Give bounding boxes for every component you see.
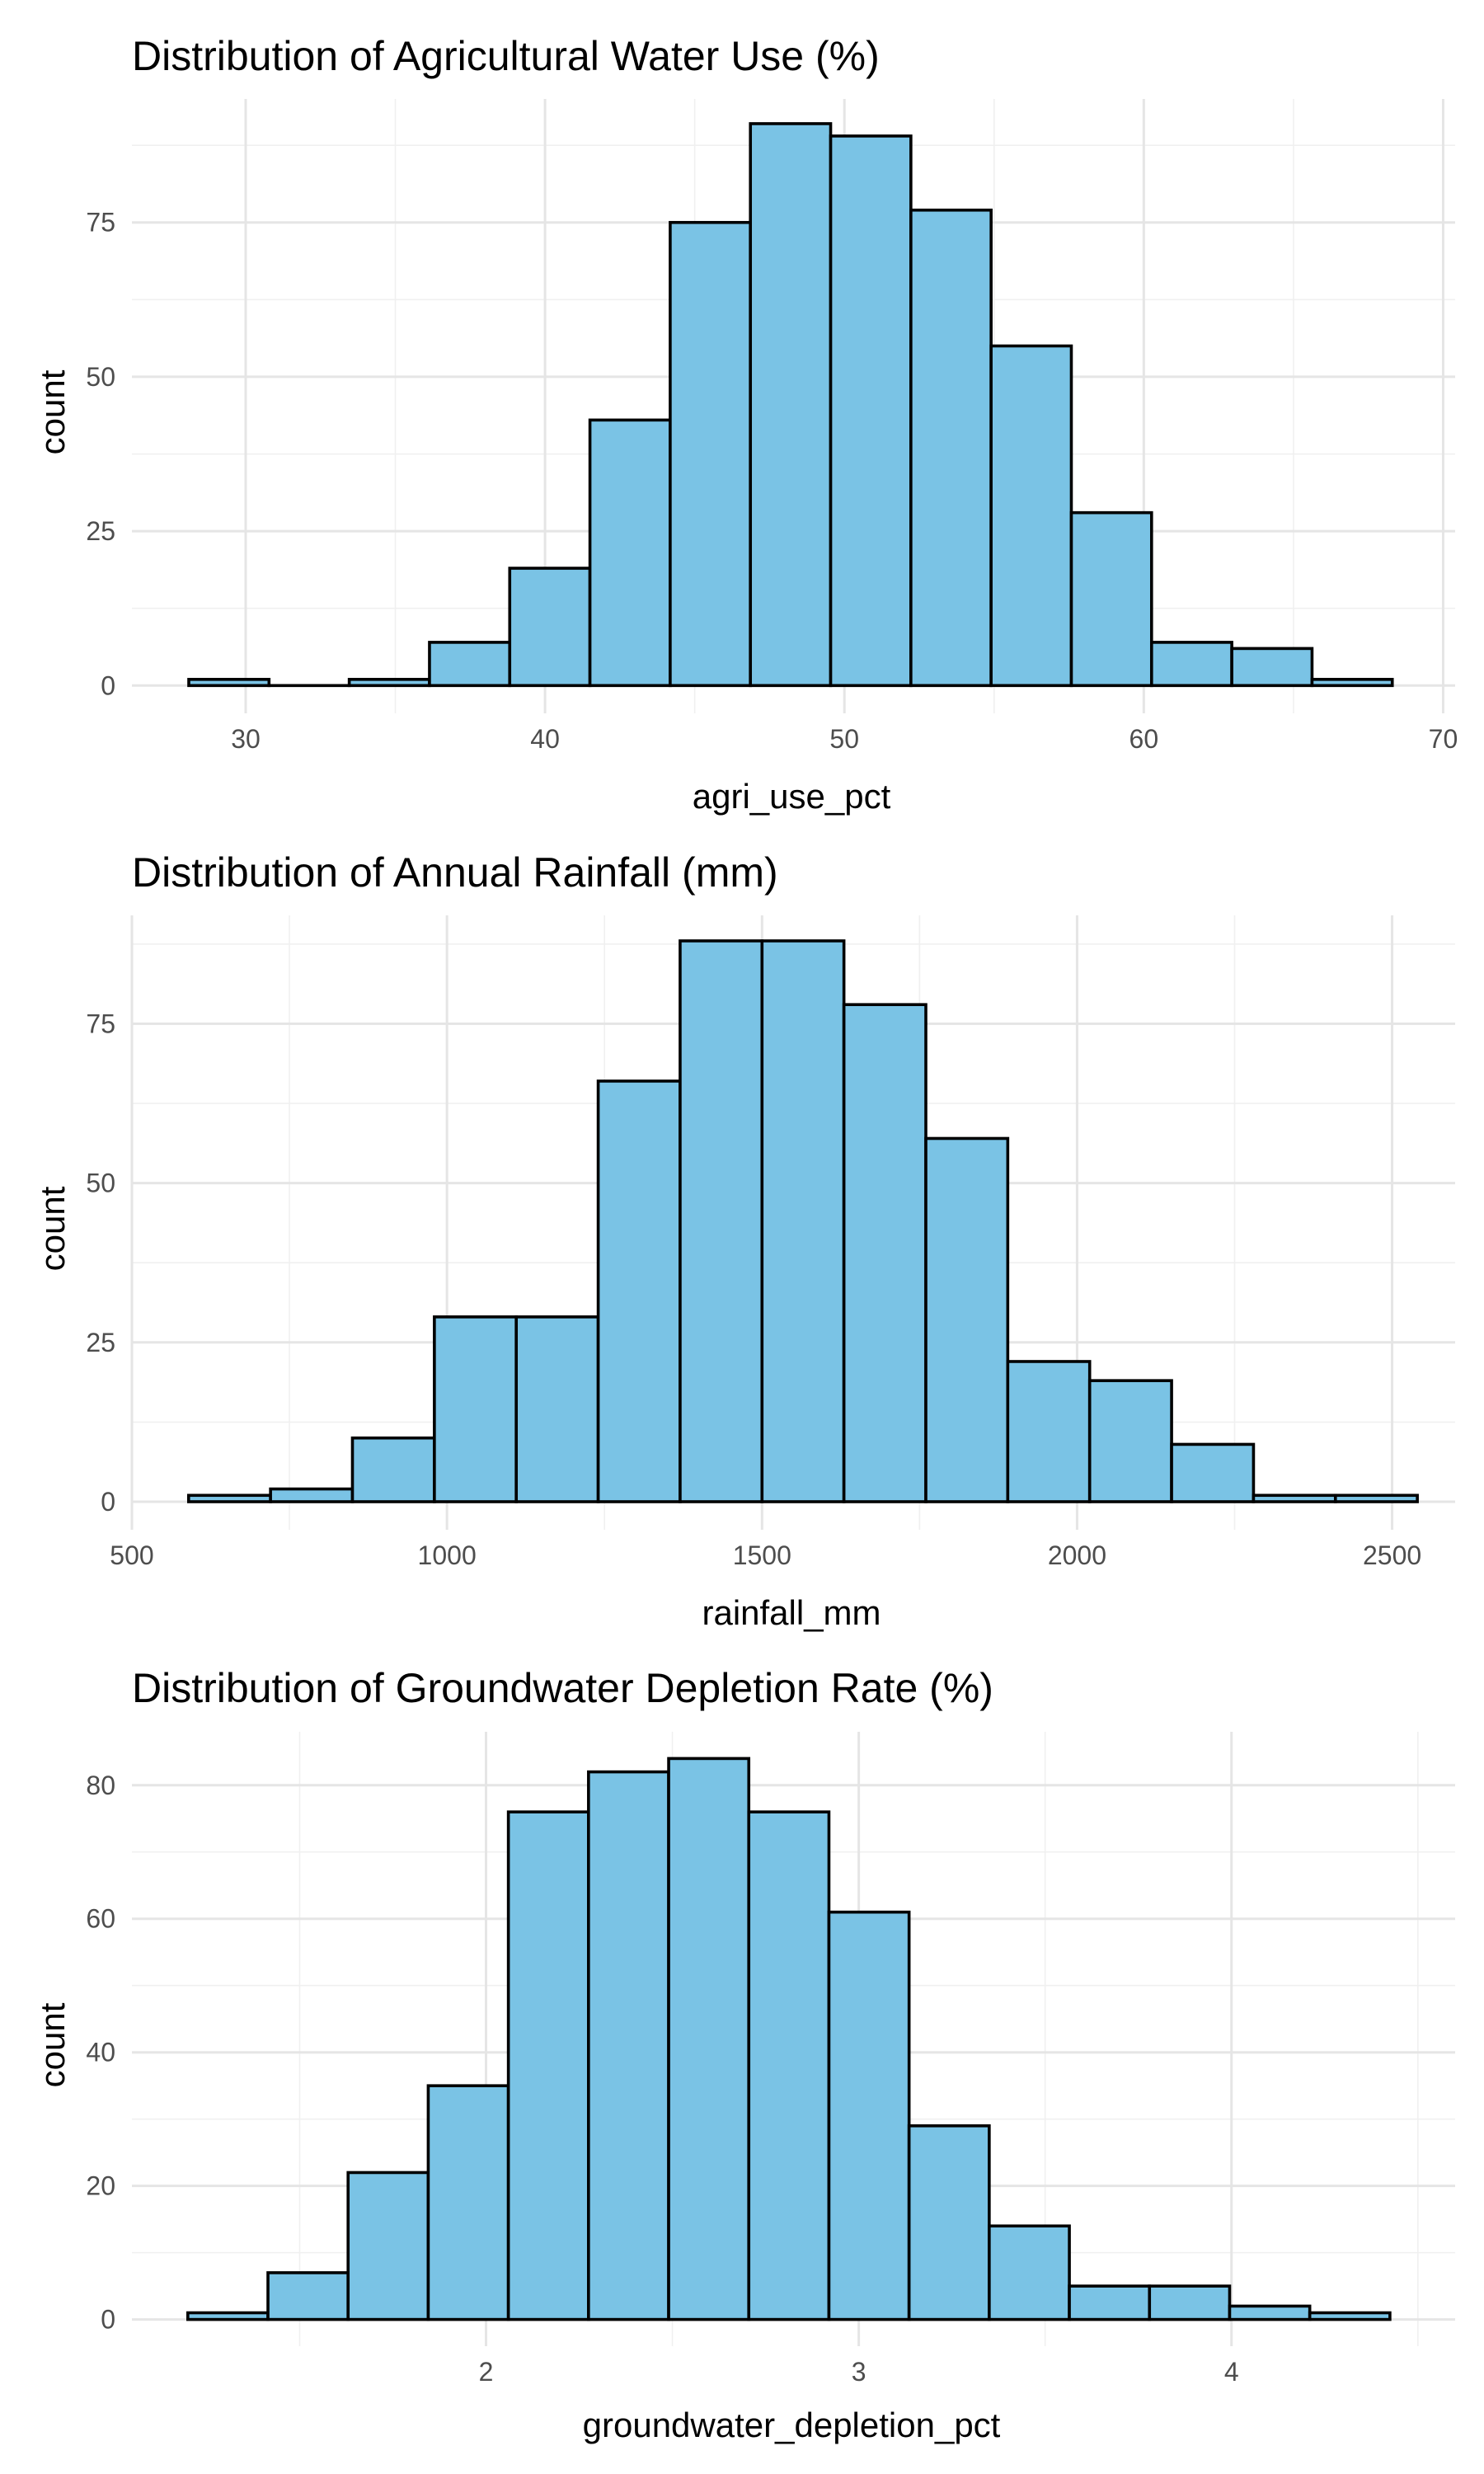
histogram-bar: [829, 134, 913, 688]
x-tick-label: 2: [479, 2357, 494, 2387]
x-axis-title: rainfall_mm: [702, 1593, 881, 1632]
histogram-bar: [347, 678, 431, 688]
bars: [186, 939, 1419, 1503]
y-tick-label: 0: [101, 1487, 115, 1517]
y-tick-label: 50: [86, 1169, 115, 1198]
y-tick-label: 0: [101, 670, 115, 700]
y-tick-label: 80: [86, 1771, 115, 1800]
histogram-bar: [1252, 1493, 1337, 1503]
histogram-bar: [433, 1315, 519, 1503]
bars: [187, 122, 1394, 688]
x-tick-label: 3: [852, 2357, 866, 2387]
histogram-bar: [924, 1136, 1010, 1503]
y-tick-label: 75: [86, 1009, 115, 1038]
histogram-bar: [1230, 647, 1314, 688]
histogram-bar: [909, 208, 993, 688]
histogram-bar: [1006, 1360, 1092, 1503]
histogram-bar: [749, 122, 833, 688]
y-axis-title: count: [33, 1186, 72, 1271]
x-tick-label: 4: [1224, 2357, 1239, 2387]
x-axis-title: agri_use_pct: [693, 777, 891, 816]
histogram-bar: [1308, 2311, 1392, 2321]
y-tick-label: 50: [86, 362, 115, 392]
tick-labels: 500 1000 1500 2000 2500 0 25 50 75: [86, 1009, 1421, 1570]
x-tick-label: 1000: [418, 1540, 477, 1570]
histogram-bar: [1228, 2304, 1312, 2321]
histogram-bar: [508, 567, 592, 688]
histogram-bar: [186, 2311, 270, 2321]
y-tick-label: 25: [86, 516, 115, 546]
panel-agri-use: 30 40 50 60 70 0 25 50 75 Distribution of Agricu…: [33, 33, 1458, 816]
histogram-bar: [842, 1003, 928, 1503]
x-tick-label: 1500: [733, 1540, 791, 1570]
histogram-bar: [1149, 641, 1233, 688]
x-tick-label: 70: [1429, 724, 1458, 754]
chart-title: Distribution of Agricultural Water Use (…: [132, 33, 880, 79]
histogram-bar: [1068, 2284, 1152, 2321]
histogram-bar: [747, 1810, 831, 2321]
histogram-bar: [187, 678, 271, 688]
y-tick-label: 40: [86, 2038, 115, 2067]
histogram-bar: [989, 344, 1073, 688]
panel-rainfall: 500 1000 1500 2000 2500 0 25 50 75 Distribution …: [33, 849, 1455, 1632]
histogram-bar: [346, 2171, 430, 2321]
y-tick-label: 75: [86, 208, 115, 238]
histogram-bar: [506, 1810, 590, 2321]
x-tick-label: 500: [110, 1540, 153, 1570]
y-tick-label: 25: [86, 1328, 115, 1357]
x-axis-title: groundwater_depletion_pct: [583, 2406, 1001, 2444]
histogram-bar: [269, 1487, 355, 1503]
histogram-bar: [1069, 510, 1153, 688]
histogram-bar: [1170, 1442, 1256, 1503]
histogram-bar: [266, 2271, 350, 2321]
bars: [186, 1757, 1392, 2321]
y-tick-label: 60: [86, 1904, 115, 1934]
y-axis-title: count: [33, 2002, 72, 2087]
x-tick-label: 50: [829, 724, 859, 754]
chart-title: Distribution of Groundwater Depletion Ra…: [132, 1665, 993, 1711]
histogram-bar: [679, 939, 764, 1503]
histogram-bar: [827, 1910, 911, 2321]
histogram-bar: [426, 2084, 510, 2321]
histogram-bar: [1310, 678, 1394, 688]
histogram-bar: [588, 418, 672, 688]
x-tick-label: 30: [231, 724, 261, 754]
x-tick-label: 60: [1129, 724, 1159, 754]
histogram-bar: [667, 1757, 751, 2321]
y-axis-title: count: [33, 369, 72, 454]
histogram-bar: [186, 1493, 272, 1503]
histogram-bar: [1148, 2284, 1232, 2321]
histogram-bar: [514, 1315, 600, 1503]
x-tick-label: 2000: [1048, 1540, 1106, 1570]
histogram-bar: [1333, 1493, 1419, 1503]
x-tick-label: 40: [530, 724, 560, 754]
histogram-bar: [988, 2224, 1071, 2321]
y-tick-label: 20: [86, 2171, 115, 2201]
histogram-bar: [1087, 1379, 1173, 1503]
histogram-bar: [428, 641, 512, 688]
histogram-bar: [587, 1770, 670, 2321]
x-tick-label: 2500: [1363, 1540, 1421, 1570]
y-tick-label: 0: [101, 2305, 115, 2335]
histogram-bar: [669, 220, 753, 688]
chart-title: Distribution of Annual Rainfall (mm): [132, 849, 778, 896]
histogram-bar: [907, 2124, 991, 2321]
histogram-bar: [350, 1436, 436, 1503]
histogram-bar: [760, 939, 846, 1503]
tick-labels: 30 40 50 60 70 0 25 50 75: [86, 208, 1458, 754]
histogram-bar: [596, 1079, 682, 1503]
